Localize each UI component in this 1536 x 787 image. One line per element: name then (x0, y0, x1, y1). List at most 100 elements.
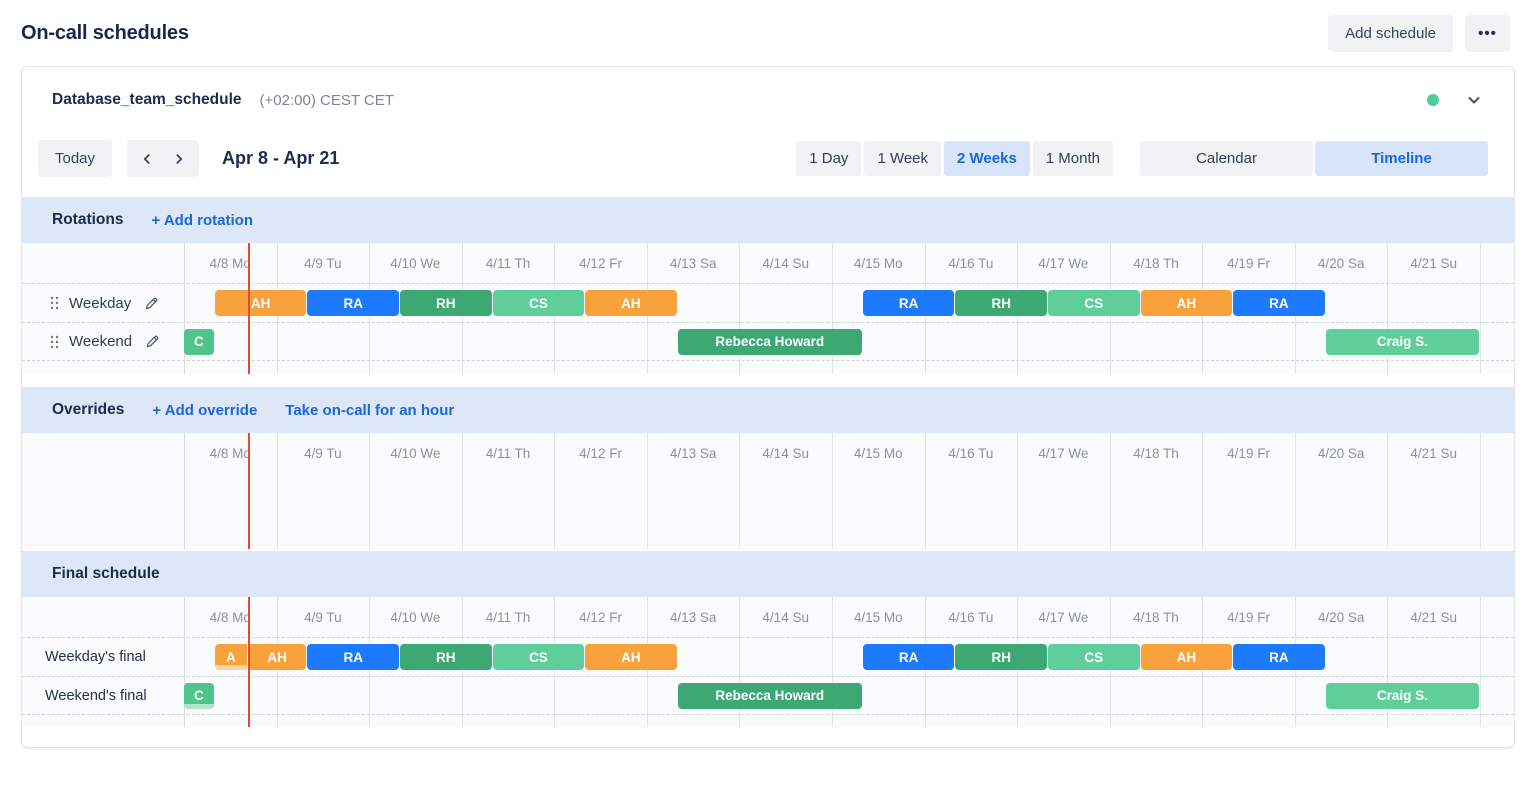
grid-line (832, 597, 833, 727)
shift-bar[interactable]: AH (214, 290, 307, 316)
date-label: 4/17 We (1038, 445, 1089, 461)
edit-rotation-icon[interactable] (144, 296, 159, 311)
add-override-link[interactable]: + Add override (152, 401, 258, 419)
grid-line (276, 433, 278, 549)
rotations-title: Rotations (52, 211, 124, 228)
shift-bar[interactable]: Craig S. (1325, 682, 1479, 709)
date-label: 4/19 Fr (1227, 255, 1270, 271)
shift-bar[interactable]: RA (1233, 290, 1325, 316)
shift-bar[interactable]: AH (1140, 290, 1233, 316)
shift-bar[interactable]: Craig S. (1325, 328, 1479, 355)
section-gap (22, 549, 1514, 551)
date-label: 4/20 Sa (1317, 445, 1365, 461)
row-label-text: Weekend (69, 333, 133, 350)
shift-bar[interactable]: CS (492, 644, 585, 670)
grid-line (832, 243, 833, 374)
grid-line (1017, 433, 1019, 549)
date-label: 4/17 We (1038, 255, 1089, 271)
more-options-button[interactable]: ••• (1465, 15, 1510, 52)
add-schedule-button[interactable]: Add schedule (1328, 15, 1453, 52)
take-on-call-link[interactable]: Take on-call for an hour (285, 401, 455, 419)
date-label: 4/8 Mo (209, 255, 251, 271)
date-label: 4/18 Th (1133, 445, 1179, 461)
grid-line (461, 433, 463, 549)
grid-line (1387, 597, 1389, 727)
grid-line (646, 433, 648, 549)
date-label: 4/12 Fr (579, 255, 622, 271)
shift-bar[interactable]: AH (585, 644, 677, 670)
date-header-row: 4/8 Mo 4/9 Tu 4/10 We 4/11 Th 4/12 Fr 4/13 Sa… (184, 243, 1480, 283)
final-schedule-section-header: Final schedule (22, 551, 1514, 597)
zoom-option-1-month[interactable]: 1 Month (1032, 141, 1113, 176)
date-label: 4/18 Th (1133, 609, 1179, 625)
header-actions: Add schedule ••• (1328, 15, 1510, 52)
grid-line (1109, 433, 1111, 549)
add-rotation-link[interactable]: + Add rotation (151, 211, 253, 229)
schedule-card: Database_team_schedule (+02:00) CEST CET… (21, 66, 1515, 748)
row-label-text: Weekday (69, 294, 132, 312)
shift-bar[interactable]: C (184, 328, 214, 355)
shift-bar[interactable]: RH (399, 644, 492, 670)
date-label: 4/14 Su (762, 255, 809, 271)
page-title: On-call schedules (21, 22, 189, 44)
previous-period-button[interactable] (134, 152, 160, 166)
row-bars: C Rebecca Howard Craig S. (184, 323, 1480, 360)
shift-bar[interactable]: RA (307, 290, 399, 316)
row-label-text: Weekend's final (45, 687, 147, 704)
now-indicator (247, 433, 250, 549)
rotations-timeline: 4/8 Mo 4/9 Tu 4/10 We 4/11 Th 4/12 Fr 4/13 Sa… (22, 243, 1514, 374)
shift-bar[interactable]: AH (1140, 644, 1233, 670)
shift-bar[interactable]: RA (307, 644, 399, 670)
date-label: 4/21 Su (1410, 255, 1457, 271)
on-call-schedules-page: On-call schedules Add schedule ••• Datab… (0, 0, 1536, 748)
date-label: 4/10 We (390, 609, 441, 625)
shift-bar[interactable]: RA (862, 644, 955, 670)
shift-bar[interactable]: Rebecca Howard (677, 682, 862, 709)
shift-bar[interactable]: RA (1233, 644, 1325, 670)
shift-bar[interactable]: CS (1047, 290, 1140, 316)
row-label: Weekend's final (22, 677, 184, 714)
grid-line (739, 243, 741, 374)
date-label: 4/16 Tu (948, 445, 994, 461)
shift-bar[interactable]: CS (492, 290, 585, 316)
overrides-title: Overrides (52, 401, 125, 418)
drag-handle-icon[interactable] (50, 296, 59, 310)
date-header-row: 4/8 Mo 4/9 Tu 4/10 We 4/11 Th 4/12 Fr 4/13 Sa… (184, 597, 1480, 637)
chevron-down-icon (1468, 97, 1480, 104)
grid-line (369, 433, 371, 549)
zoom-option-1-day[interactable]: 1 Day (796, 141, 862, 176)
next-period-button[interactable] (166, 152, 192, 166)
now-indicator (247, 243, 250, 374)
date-label: 4/11 Th (485, 609, 531, 625)
drag-handle-icon[interactable] (50, 335, 59, 349)
row-label: Weekday (22, 284, 184, 322)
collapse-schedule-button[interactable] (1466, 92, 1482, 108)
shift-bar[interactable]: AH (585, 290, 677, 316)
shift-bar[interactable]: RH (399, 290, 492, 316)
shift-bar[interactable]: RH (955, 290, 1047, 316)
shift-bar[interactable]: Rebecca Howard (677, 328, 862, 355)
zoom-option-1-week[interactable]: 1 Week (864, 141, 942, 176)
view-mode-calendar[interactable]: Calendar (1140, 141, 1313, 176)
date-label: 4/8 Mo (209, 609, 251, 625)
shift-bar[interactable]: RH (955, 644, 1047, 670)
view-mode-timeline[interactable]: Timeline (1315, 141, 1488, 176)
date-label: 4/14 Su (762, 609, 809, 625)
edit-rotation-icon[interactable] (145, 334, 160, 349)
shift-bar[interactable]: RA (862, 290, 955, 316)
grid-line (1294, 433, 1296, 549)
rotations-section-header: Rotations + Add rotation (22, 197, 1514, 243)
row-label-text: Weekday's final (45, 649, 146, 665)
schedule-status-dot (1427, 94, 1439, 106)
shift-bar[interactable]: CS (1047, 644, 1140, 670)
date-label: 4/13 Sa (669, 255, 717, 271)
shift-bar[interactable]: C (184, 682, 214, 709)
grid-line (739, 433, 741, 549)
chevron-left-icon (143, 153, 150, 164)
shift-bar[interactable]: A (214, 644, 247, 670)
zoom-option-2-weeks[interactable]: 2 Weeks (944, 141, 1030, 176)
today-button[interactable]: Today (38, 140, 113, 177)
page-header: On-call schedules Add schedule ••• (0, 0, 1536, 66)
shift-bar[interactable]: AH (247, 644, 307, 670)
chevron-right-icon (176, 153, 183, 164)
